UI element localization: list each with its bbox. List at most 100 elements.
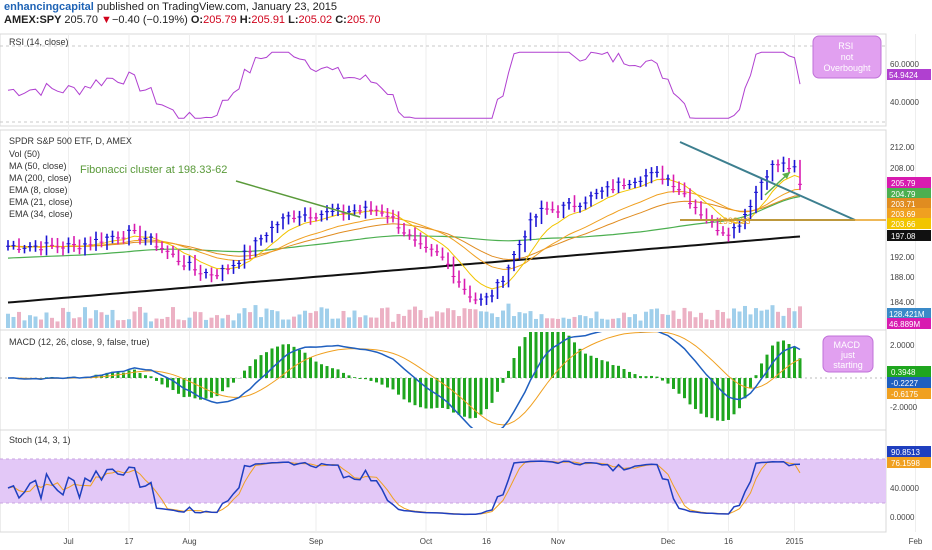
- stoch-tick-0: 0.0000: [890, 513, 915, 522]
- stoch-d-badge: 76.1598: [891, 459, 920, 468]
- volume-bar: [28, 315, 32, 328]
- macd-hist-bar: [210, 378, 213, 398]
- low-value: 205.02: [298, 14, 333, 26]
- macd-callout-text: MACD: [833, 340, 860, 350]
- legend-ma50[interactable]: MA (50, close): [9, 161, 67, 171]
- volume-bar: [209, 317, 214, 328]
- badge-ma200: 197.08: [891, 232, 916, 241]
- macd-hist-bar: [331, 368, 334, 378]
- macd-hist-bar: [512, 358, 516, 378]
- legend-ema21[interactable]: EMA (21, close): [9, 197, 73, 207]
- macd-hist-bar: [292, 346, 296, 378]
- stoch-k-badge: 90.8513: [891, 448, 920, 457]
- high-value: 205.91: [251, 14, 286, 26]
- legend-ema8[interactable]: EMA (8, close): [9, 185, 68, 195]
- volume-bar: [17, 311, 21, 328]
- macd-hist-bar: [567, 335, 571, 378]
- macd-hist-bar: [540, 332, 543, 378]
- macd-hist-bar: [265, 352, 268, 378]
- macd-hist-bar: [655, 376, 659, 378]
- volume-bar: [633, 314, 637, 328]
- badge-ma50: 204.79: [891, 190, 916, 199]
- macd-hist-bar: [435, 378, 439, 408]
- macd-hist-bar: [545, 332, 549, 378]
- time-tick: 16: [724, 537, 733, 546]
- time-tick: 2015: [786, 537, 804, 546]
- stoch-k-line: [7, 460, 801, 516]
- arrow-head-icon: [782, 172, 790, 179]
- macd-hist-bar: [666, 378, 670, 384]
- macd-hist-bar: [375, 378, 378, 383]
- volume-bar: [506, 303, 511, 328]
- macd-hist-bar: [595, 357, 598, 378]
- volume-bar: [424, 317, 428, 328]
- volume-bar: [457, 316, 461, 328]
- downtrend-line[interactable]: [235, 180, 361, 218]
- volume-bar: [682, 307, 687, 328]
- rsi-callout-text: RSI: [838, 41, 853, 51]
- macd-hist-bar: [441, 378, 444, 408]
- volume-bar: [759, 310, 764, 328]
- macd-hist-bar: [776, 341, 780, 378]
- macd-hist-bar: [798, 358, 802, 378]
- volume-bar: [479, 311, 483, 328]
- volume-bar: [435, 311, 439, 328]
- volume-bar: [600, 318, 604, 328]
- legend-ma200[interactable]: MA (200, close): [9, 173, 72, 183]
- volume-bar: [754, 308, 758, 328]
- macd-hist-bar: [160, 378, 164, 385]
- legend-vol[interactable]: Vol (50): [9, 149, 40, 159]
- volume-bar: [589, 318, 593, 328]
- volume-bar: [50, 317, 54, 328]
- volume-bar: [325, 308, 329, 328]
- macd-hist-bar: [133, 369, 136, 378]
- ma200-line: [7, 235, 801, 304]
- volume-bar: [6, 313, 10, 328]
- macd-hist-bar: [166, 378, 169, 388]
- volume-bar: [303, 310, 307, 328]
- macd-hist-bar: [232, 378, 235, 383]
- volume-bar: [715, 309, 720, 328]
- fib-annotation: Fibonacci cluster at 198.33-62: [80, 164, 227, 176]
- close-label: C:: [335, 14, 347, 26]
- macd-hist-bar: [551, 332, 554, 378]
- legend-ema34[interactable]: EMA (34, close): [9, 209, 73, 219]
- published-text: published on TradingView.com, January 23…: [96, 1, 338, 13]
- macd-hist-bar: [474, 378, 477, 418]
- macd-hist-bar: [617, 365, 620, 378]
- volume-bar: [105, 314, 109, 328]
- open-value: 205.79: [203, 14, 237, 26]
- volume-bar: [721, 312, 725, 328]
- volume-bar: [792, 311, 797, 328]
- macd-hist-bar: [204, 378, 208, 399]
- volume-bar: [292, 316, 296, 328]
- macd-hist-bar: [226, 378, 230, 388]
- volume-bar: [83, 307, 87, 328]
- macd-hist-bar: [386, 378, 389, 388]
- macd-hist-bar: [424, 378, 428, 409]
- macd-hist-bar: [413, 378, 417, 406]
- volume-bar: [787, 307, 791, 328]
- volume-bar: [264, 308, 269, 328]
- volume-bar: [363, 315, 368, 328]
- author-link[interactable]: enhancingcapital: [4, 1, 94, 13]
- volume-bar: [121, 320, 126, 328]
- macd-tick-neg2: -2.0000: [890, 403, 918, 412]
- volume-bar: [182, 320, 186, 328]
- volume-bar: [523, 313, 527, 328]
- macd-hist-bar: [743, 378, 747, 399]
- macd-hist-bar: [501, 378, 505, 383]
- macd-hist-bar: [787, 344, 791, 378]
- rsi-current-value: 54.9424: [889, 71, 918, 80]
- macd-hist-bar: [782, 340, 785, 378]
- volume-bar: [583, 316, 588, 328]
- macd-hist-bar: [749, 378, 752, 388]
- volume-bar: [644, 311, 648, 328]
- triangle-pattern[interactable]: [679, 141, 856, 221]
- volume-bar: [220, 318, 225, 328]
- volume-bar: [22, 320, 27, 328]
- macd-hist-bar: [138, 372, 142, 378]
- macd-hist-bar: [765, 354, 769, 378]
